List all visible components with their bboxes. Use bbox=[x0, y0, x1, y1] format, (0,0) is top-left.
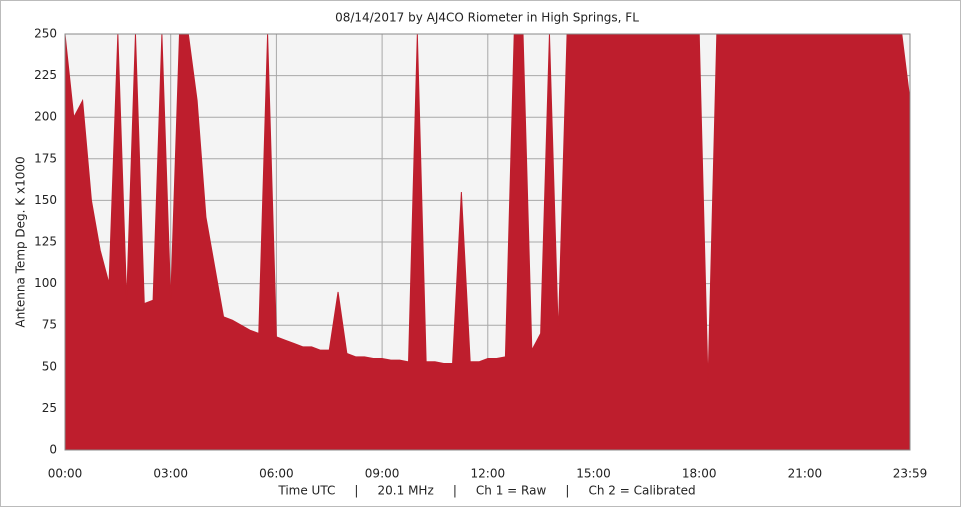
x-tick-label: 23:59 bbox=[893, 467, 928, 481]
x-tick-label: 09:00 bbox=[365, 467, 400, 481]
plot-border bbox=[64, 33, 911, 451]
y-axis-label: Antenna Temp Deg. K x1000 bbox=[14, 156, 28, 327]
y-tick-label: 175 bbox=[34, 151, 57, 165]
x-tick-label: 12:00 bbox=[471, 467, 506, 481]
y-tick-label: 100 bbox=[34, 276, 57, 290]
y-tick-label: 200 bbox=[34, 110, 57, 124]
y-tick-label: 75 bbox=[42, 318, 57, 332]
y-tick-label: 0 bbox=[49, 443, 57, 457]
x-tick-label: 18:00 bbox=[682, 467, 717, 481]
y-tick-label: 25 bbox=[42, 401, 57, 415]
x-tick-label: 15:00 bbox=[576, 467, 611, 481]
y-tick-label: 150 bbox=[34, 193, 57, 207]
y-tick-label: 250 bbox=[34, 27, 57, 41]
x-tick-label: 03:00 bbox=[153, 467, 188, 481]
footer: Time UTC | 20.1 MHz | Ch 1 = Raw | Ch 2 … bbox=[277, 484, 695, 498]
y-tick-label: 125 bbox=[34, 235, 57, 249]
x-tick-label: 06:00 bbox=[259, 467, 294, 481]
chart-title: 08/14/2017 by AJ4CO Riometer in High Spr… bbox=[335, 11, 639, 25]
y-tick-label: 225 bbox=[34, 68, 57, 82]
x-tick-label: 21:00 bbox=[788, 467, 823, 481]
y-tick-label: 50 bbox=[42, 359, 57, 373]
x-tick-label: 00:00 bbox=[48, 467, 83, 481]
